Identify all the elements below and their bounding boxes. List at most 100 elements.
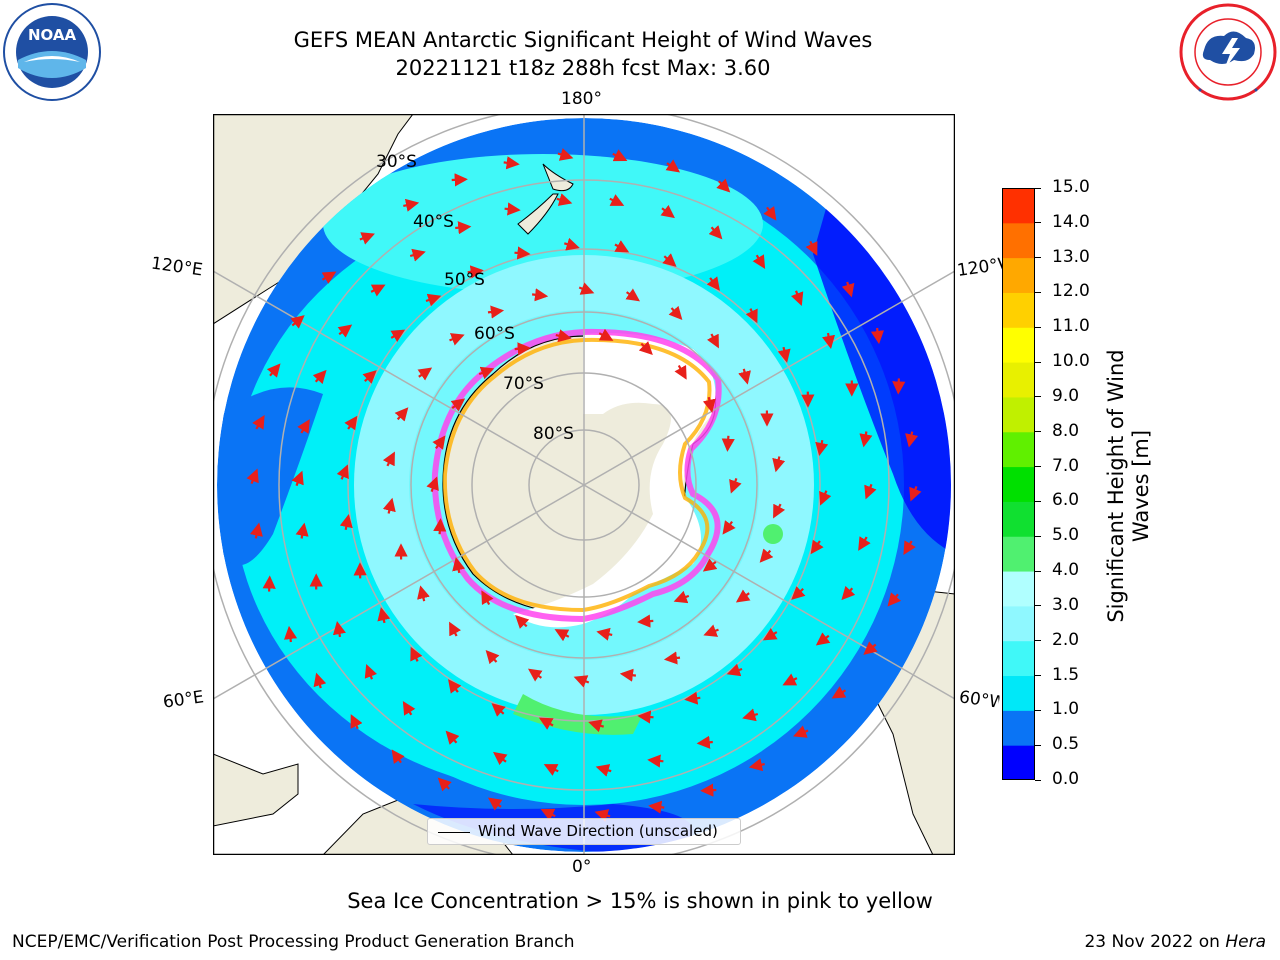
wind-wave-arrow	[810, 539, 824, 555]
colorbar-tick-label: 2.0	[1052, 629, 1080, 650]
wind-wave-arrow	[791, 586, 806, 600]
graticule	[213, 114, 955, 855]
wind-wave-arrow	[485, 649, 500, 665]
lon-label-180: 180°	[561, 89, 602, 109]
colorbar-tick-label: 3.0	[1052, 594, 1080, 615]
nws-logo	[1178, 2, 1278, 102]
wind-wave-arrow	[706, 333, 719, 349]
legend-label: Wind Wave Direction (unscaled)	[478, 822, 718, 840]
colorbar-tick-label: 13.0	[1052, 246, 1090, 267]
sea-ice-note: Sea Ice Concentration > 15% is shown in …	[347, 889, 933, 913]
lon-label-60w: 60°W	[957, 687, 1001, 713]
colorbar-tick-mark	[1035, 779, 1041, 781]
colorbar-tick-label: 0.5	[1052, 734, 1080, 755]
colorbar-tick-mark	[1035, 396, 1041, 398]
colorbar-label: Significant Height of Wind Waves [m]	[1104, 349, 1153, 623]
wind-wave-arrow	[870, 327, 885, 345]
wind-wave-arrow	[321, 271, 337, 284]
wind-wave-arrow	[660, 204, 675, 219]
wind-wave-arrow	[491, 703, 506, 717]
wind-wave-arrow	[892, 378, 906, 395]
lat-label-50s: 50°S	[444, 270, 485, 290]
colorbar-segment	[1002, 292, 1035, 328]
wind-wave-arrow	[805, 240, 818, 256]
wind-wave-arrow	[402, 701, 416, 716]
noaa-logo: NOAA	[2, 2, 102, 102]
wind-wave-arrow	[364, 664, 378, 680]
wind-wave-arrow	[394, 407, 409, 422]
lat-label-80s: 80°S	[533, 424, 574, 444]
colorbar-tick-label: 15.0	[1052, 177, 1090, 197]
colorbar-segment	[1002, 675, 1035, 711]
colorbar-tick-mark	[1035, 326, 1041, 328]
lat-label-70s: 70°S	[503, 374, 544, 394]
wind-wave-arrow	[721, 435, 735, 452]
new-zealand-south	[517, 193, 559, 235]
wind-wave-arrow	[663, 651, 681, 665]
colorbar-tick-mark	[1035, 291, 1041, 293]
sea-ice-edge	[431, 328, 722, 623]
wind-wave-arrow	[903, 540, 916, 555]
wind-wave-arrow	[673, 590, 690, 604]
wind-wave-arrow	[295, 522, 309, 539]
wind-wave-arrow	[437, 777, 452, 792]
wind-wave-arrow	[504, 202, 521, 216]
wind-wave-arrow	[648, 800, 665, 814]
wind-wave-arrow	[864, 483, 877, 500]
colorbar-tick-label: 6.0	[1052, 490, 1080, 511]
wind-wave-arrow	[410, 646, 423, 662]
lat-label-30s: 30°S	[376, 152, 417, 172]
colorbar-tick-mark	[1035, 187, 1041, 189]
colorbar-tick-mark	[1035, 605, 1041, 607]
wind-wave-arrow	[433, 518, 447, 535]
wind-wave-arrow	[370, 284, 386, 297]
wind-wave-arrow	[563, 237, 580, 251]
colorbar-segment	[1002, 222, 1035, 259]
wind-wave-arrow	[703, 624, 719, 637]
wind-wave-arrow	[344, 415, 358, 431]
wind-wave-arrow	[595, 764, 612, 777]
wind-wave-arrow	[390, 329, 406, 343]
colorbar-tick-label: 7.0	[1052, 455, 1080, 476]
wind-wave-arrow	[793, 725, 809, 738]
colorbar-tick-mark	[1035, 744, 1041, 746]
wind-wave-arrow	[831, 686, 847, 699]
map-frame	[212, 113, 956, 856]
colorbar-tick-mark	[1035, 500, 1041, 502]
wind-wave-arrow	[696, 735, 713, 749]
wind-wave-arrow	[596, 627, 613, 641]
wind-wave-arrow	[527, 668, 543, 682]
africa-tip-land	[213, 753, 299, 827]
colorbar-segment	[1002, 571, 1035, 607]
chart-title: GEFS MEAN Antarctic Significant Height o…	[293, 28, 873, 52]
wind-wave-arrow	[262, 575, 276, 592]
wind-wave-arrow	[700, 783, 717, 797]
wind-wave-arrow	[647, 754, 664, 768]
wind-wave-arrow	[588, 719, 605, 733]
wind-wave-arrow	[745, 308, 758, 324]
wind-wave-arrow	[339, 513, 353, 531]
wind-wave-arrow	[313, 672, 327, 689]
wind-wave-arrow	[909, 485, 922, 502]
wind-wave-arrow	[905, 431, 919, 448]
lon-label-0: 0°	[572, 857, 592, 877]
wind-wave-arrow	[637, 710, 654, 724]
wind-wave-arrow	[573, 675, 590, 688]
wind-wave-arrow	[665, 159, 681, 173]
wind-wave-arrow	[815, 439, 829, 457]
wind-wave-arrow	[481, 590, 494, 606]
wind-wave-arrow	[382, 451, 395, 467]
lon-label-120e: 120°E	[149, 253, 204, 281]
wind-wave-arrow	[417, 367, 433, 381]
run-date-text: 23 Nov 2022 on	[1084, 932, 1226, 952]
wind-wave-arrow	[841, 585, 856, 601]
wind-wave-arrow	[859, 431, 873, 448]
wind-wave-arrow	[887, 592, 902, 607]
wind-wave-arrow	[662, 253, 677, 267]
colorbar-segment	[1002, 536, 1035, 572]
wind-wave-arrow	[738, 368, 751, 385]
wind-wave-arrow	[312, 369, 327, 385]
wind-wave-arrow	[514, 246, 531, 260]
colorbar-segment	[1002, 257, 1035, 293]
colorbar-tick-mark	[1035, 431, 1041, 433]
